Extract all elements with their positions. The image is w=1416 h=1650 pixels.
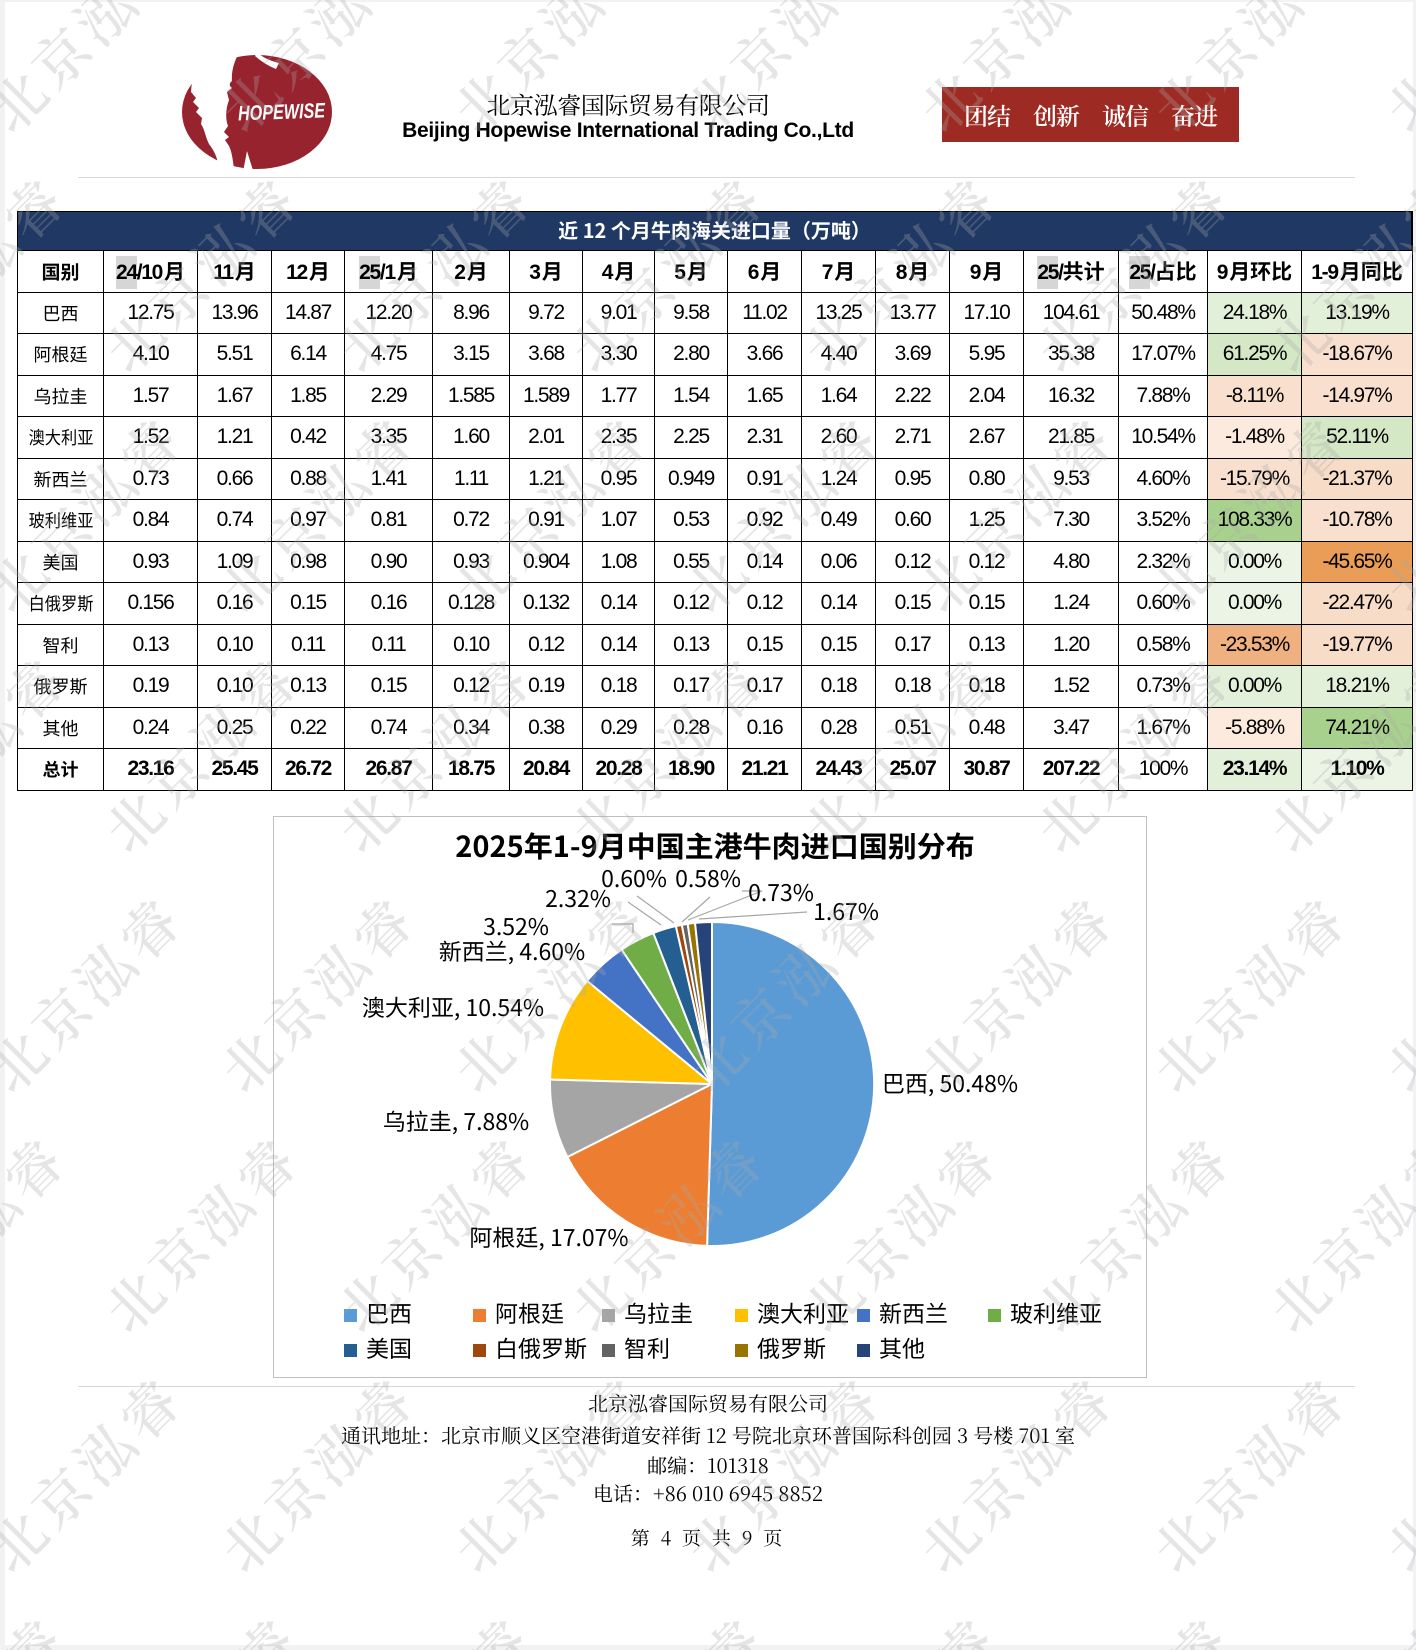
svg-text:0.73%: 0.73% [748, 874, 814, 908]
svg-text:2.32%: 2.32% [545, 880, 611, 914]
svg-text:2025年1-9月中国主港牛肉进口国别分布: 2025年1-9月中国主港牛肉进口国别分布 [455, 824, 974, 866]
svg-text:巴西, 50.48%: 巴西, 50.48% [882, 1065, 1018, 1099]
svg-text:其他: 其他 [879, 1330, 925, 1364]
svg-text:HOPEWISE: HOPEWISE [238, 99, 327, 125]
svg-text:美国: 美国 [366, 1330, 412, 1364]
svg-text:0.60%: 0.60% [601, 860, 667, 894]
svg-text:乌拉圭, 7.88%: 乌拉圭, 7.88% [383, 1103, 529, 1137]
svg-text:1.67%: 1.67% [813, 893, 879, 927]
svg-text:白俄罗斯: 白俄罗斯 [495, 1330, 587, 1364]
svg-text:澳大利亚, 10.54%: 澳大利亚, 10.54% [362, 989, 544, 1023]
svg-text:3.52%: 3.52% [483, 908, 549, 942]
svg-text:乌拉圭: 乌拉圭 [624, 1295, 693, 1329]
svg-text:玻利维亚: 玻利维亚 [1010, 1295, 1102, 1329]
svg-text:新西兰: 新西兰 [879, 1295, 948, 1329]
svg-text:阿根廷, 17.07%: 阿根廷, 17.07% [469, 1219, 628, 1253]
svg-text:俄罗斯: 俄罗斯 [757, 1330, 826, 1364]
svg-text:阿根廷: 阿根廷 [495, 1295, 564, 1329]
svg-text:新西兰, 4.60%: 新西兰, 4.60% [439, 933, 585, 967]
svg-text:巴西: 巴西 [366, 1295, 412, 1329]
svg-text:0.58%: 0.58% [675, 860, 741, 894]
svg-text:澳大利亚: 澳大利亚 [757, 1295, 849, 1329]
svg-text:智利: 智利 [624, 1330, 670, 1364]
